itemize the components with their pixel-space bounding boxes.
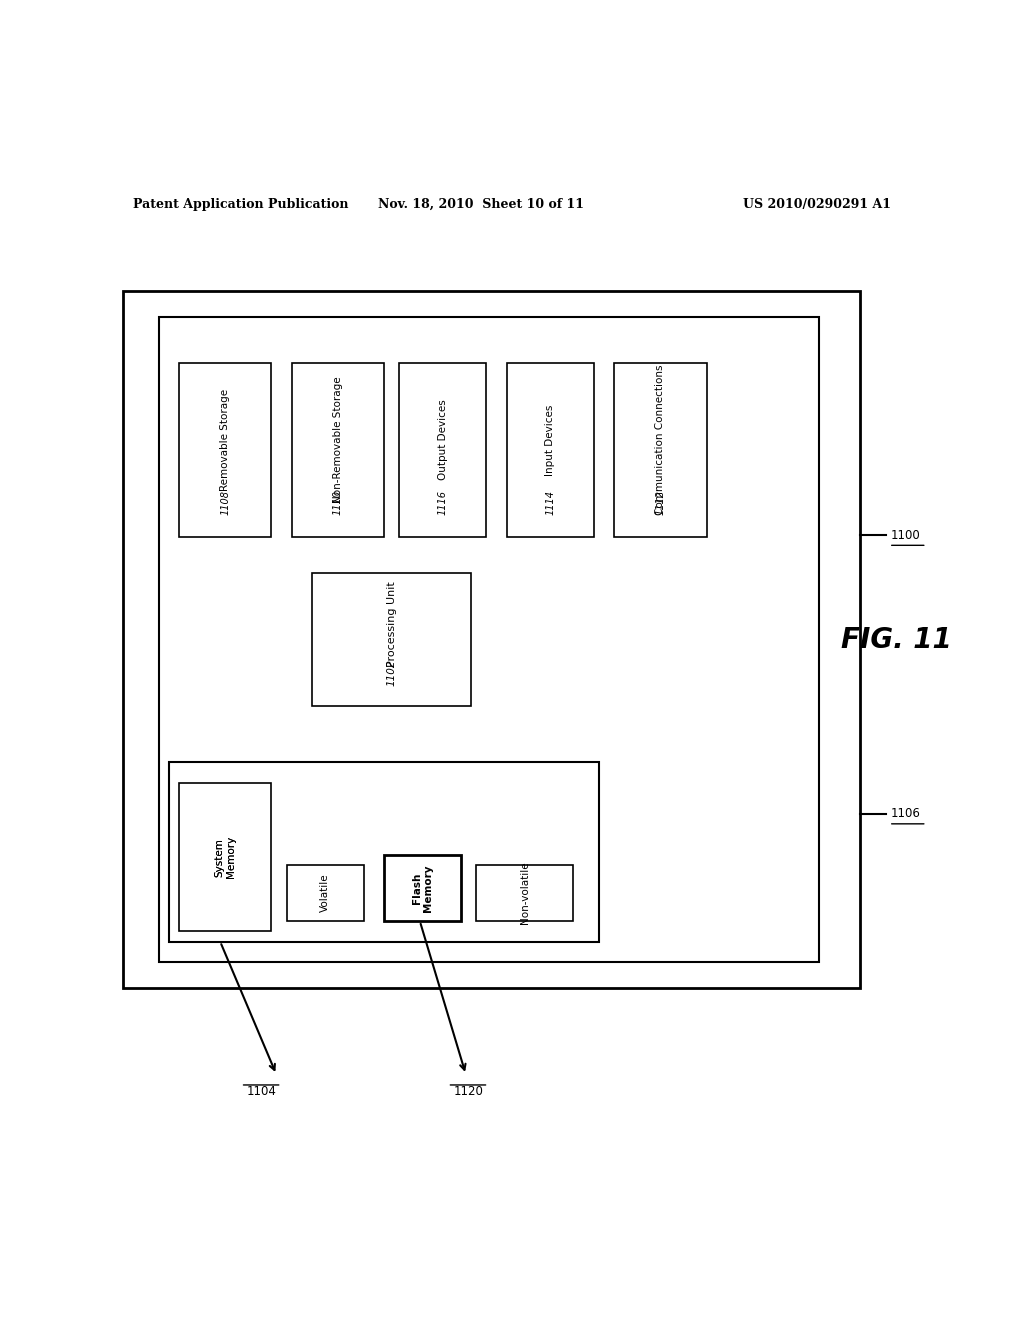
FancyBboxPatch shape	[169, 763, 599, 941]
Text: FIG. 11: FIG. 11	[841, 626, 951, 653]
FancyBboxPatch shape	[159, 317, 819, 962]
FancyBboxPatch shape	[312, 573, 471, 706]
Text: Patent Application Publication: Patent Application Publication	[133, 198, 348, 211]
FancyBboxPatch shape	[287, 865, 364, 921]
Text: 1100: 1100	[891, 528, 921, 541]
Text: US 2010/0290291 A1: US 2010/0290291 A1	[742, 198, 891, 211]
Text: Communication Connections: Communication Connections	[655, 364, 666, 515]
Text: System
Memory: System Memory	[214, 836, 237, 878]
Text: Flash
Memory: Flash Memory	[412, 865, 433, 912]
Text: Processing Unit: Processing Unit	[387, 581, 396, 667]
FancyBboxPatch shape	[476, 865, 573, 921]
Text: System
Memory: System Memory	[214, 836, 237, 878]
FancyBboxPatch shape	[123, 292, 860, 987]
Text: Output Devices: Output Devices	[438, 400, 447, 480]
Text: Non-Removable Storage: Non-Removable Storage	[333, 376, 343, 503]
Text: Input Devices: Input Devices	[546, 404, 555, 475]
FancyBboxPatch shape	[399, 363, 486, 537]
Text: 1104: 1104	[246, 1085, 276, 1098]
FancyBboxPatch shape	[614, 363, 707, 537]
Text: 1102: 1102	[387, 659, 396, 685]
Text: 1116: 1116	[438, 490, 447, 515]
Text: Nov. 18, 2010  Sheet 10 of 11: Nov. 18, 2010 Sheet 10 of 11	[378, 198, 585, 211]
FancyBboxPatch shape	[179, 363, 271, 537]
FancyBboxPatch shape	[179, 783, 271, 932]
FancyBboxPatch shape	[507, 363, 594, 537]
Text: Volatile: Volatile	[321, 874, 330, 912]
FancyBboxPatch shape	[292, 363, 384, 537]
Text: 1112: 1112	[655, 490, 666, 515]
Text: Non-volatile: Non-volatile	[520, 862, 529, 924]
Text: 1114: 1114	[546, 490, 555, 515]
Text: 1106: 1106	[891, 807, 921, 820]
Text: 1108: 1108	[220, 490, 230, 515]
Text: Removable Storage: Removable Storage	[220, 389, 230, 491]
Text: 1120: 1120	[454, 1085, 484, 1098]
FancyBboxPatch shape	[384, 854, 461, 921]
Text: 1110: 1110	[333, 490, 343, 515]
